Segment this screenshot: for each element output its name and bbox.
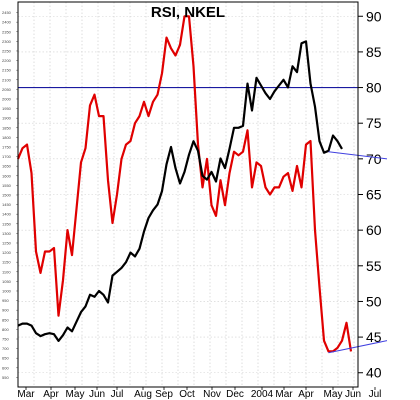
chart-title: RSI, NKEL <box>151 4 225 21</box>
left-tick-label: 1950 <box>2 106 12 111</box>
right-tick-label: 50 <box>366 293 382 309</box>
x-tick-label: Apr <box>298 389 314 400</box>
left-tick-label: 1400 <box>2 212 12 217</box>
rsi-line <box>16 15 353 353</box>
left-tick-label: 1700 <box>2 154 12 159</box>
left-tick-label: 1850 <box>2 125 12 130</box>
x-tick-label: Sep <box>155 389 173 400</box>
left-tick-label: 1050 <box>2 279 12 284</box>
left-price-axis: 550 600 650 700 750 800 850 900 950 1000 1050 1100 1… <box>2 10 18 380</box>
left-tick-label: 2300 <box>2 39 12 44</box>
left-tick-label: 1350 <box>2 221 12 226</box>
left-tick-label: 2200 <box>2 58 12 63</box>
left-tick-label: 1200 <box>2 250 12 255</box>
right-tick-label: 55 <box>366 258 382 274</box>
left-tick-label: 1900 <box>2 116 12 121</box>
right-rsi-axis: 40 45 50 55 60 65 70 75 80 85 90 <box>358 8 382 381</box>
left-tick-label: 1450 <box>2 202 12 207</box>
right-tick-label: 85 <box>366 44 382 60</box>
x-tick-label: Apr <box>43 389 59 400</box>
x-tick-label: Dec <box>226 389 244 400</box>
x-tick-label: 2004 <box>251 389 274 400</box>
left-tick-label: 600 <box>2 365 9 370</box>
right-tick-label: 45 <box>366 329 382 345</box>
x-tick-label: Oct <box>179 389 195 400</box>
right-tick-label: 40 <box>366 365 382 381</box>
left-tick-label: 1750 <box>2 144 12 149</box>
left-tick-label: 2350 <box>2 29 12 34</box>
plot-frame <box>17 1 359 388</box>
left-tick-label: 2400 <box>2 20 12 25</box>
left-tick-label: 950 <box>2 298 9 303</box>
right-tick-label: 70 <box>366 151 382 167</box>
left-tick-label: 2000 <box>2 96 12 101</box>
left-tick-label: 550 <box>2 375 9 380</box>
left-tick-label: 1000 <box>2 288 12 293</box>
grid-lines <box>18 2 358 387</box>
x-tick-label: Nov <box>203 389 221 400</box>
left-tick-label: 700 <box>2 346 9 351</box>
left-tick-label: 750 <box>2 336 9 341</box>
left-tick-label: 1100 <box>2 269 11 274</box>
left-tick-label: 650 <box>2 356 9 361</box>
x-tick-label: May <box>324 389 343 400</box>
right-tick-label: 75 <box>366 115 382 131</box>
x-tick-label: Mar <box>17 389 35 400</box>
left-tick-label: 1150 <box>2 260 11 265</box>
left-tick-label: 2450 <box>2 10 12 15</box>
left-tick-label: 850 <box>2 317 9 322</box>
x-tick-label: Jul <box>369 389 382 400</box>
left-tick-label: 1250 <box>2 240 12 245</box>
left-tick-label: 1300 <box>2 231 12 236</box>
x-tick-label: Jun <box>345 389 361 400</box>
left-tick-label: 2150 <box>2 68 12 73</box>
price-line <box>17 40 343 342</box>
series-lines <box>16 15 353 353</box>
left-tick-label: 900 <box>2 308 9 313</box>
x-tick-label: May <box>66 389 85 400</box>
left-tick-label: 1600 <box>2 173 12 178</box>
right-tick-label: 60 <box>366 222 382 238</box>
left-tick-label: 2050 <box>2 87 12 92</box>
left-tick-label: 2250 <box>2 48 12 53</box>
left-tick-label: 2100 <box>2 77 12 82</box>
x-tick-label: Jul <box>111 389 124 400</box>
x-axis: Mar Apr May Jun Jul Aug Sep Oct Nov Dec 2004 Mar Apr… <box>17 387 381 400</box>
left-tick-label: 1500 <box>2 192 12 197</box>
left-tick-label: 1550 <box>2 183 12 188</box>
left-tick-label: 800 <box>2 327 9 332</box>
left-tick-label: 1650 <box>2 164 12 169</box>
x-tick-label: Mar <box>275 389 293 400</box>
x-tick-label: Jun <box>89 389 105 400</box>
right-tick-label: 80 <box>366 80 382 96</box>
right-tick-label: 90 <box>366 8 382 24</box>
right-tick-label: 65 <box>366 187 382 203</box>
x-tick-label: Aug <box>134 389 152 400</box>
left-tick-label: 1800 <box>2 135 12 140</box>
